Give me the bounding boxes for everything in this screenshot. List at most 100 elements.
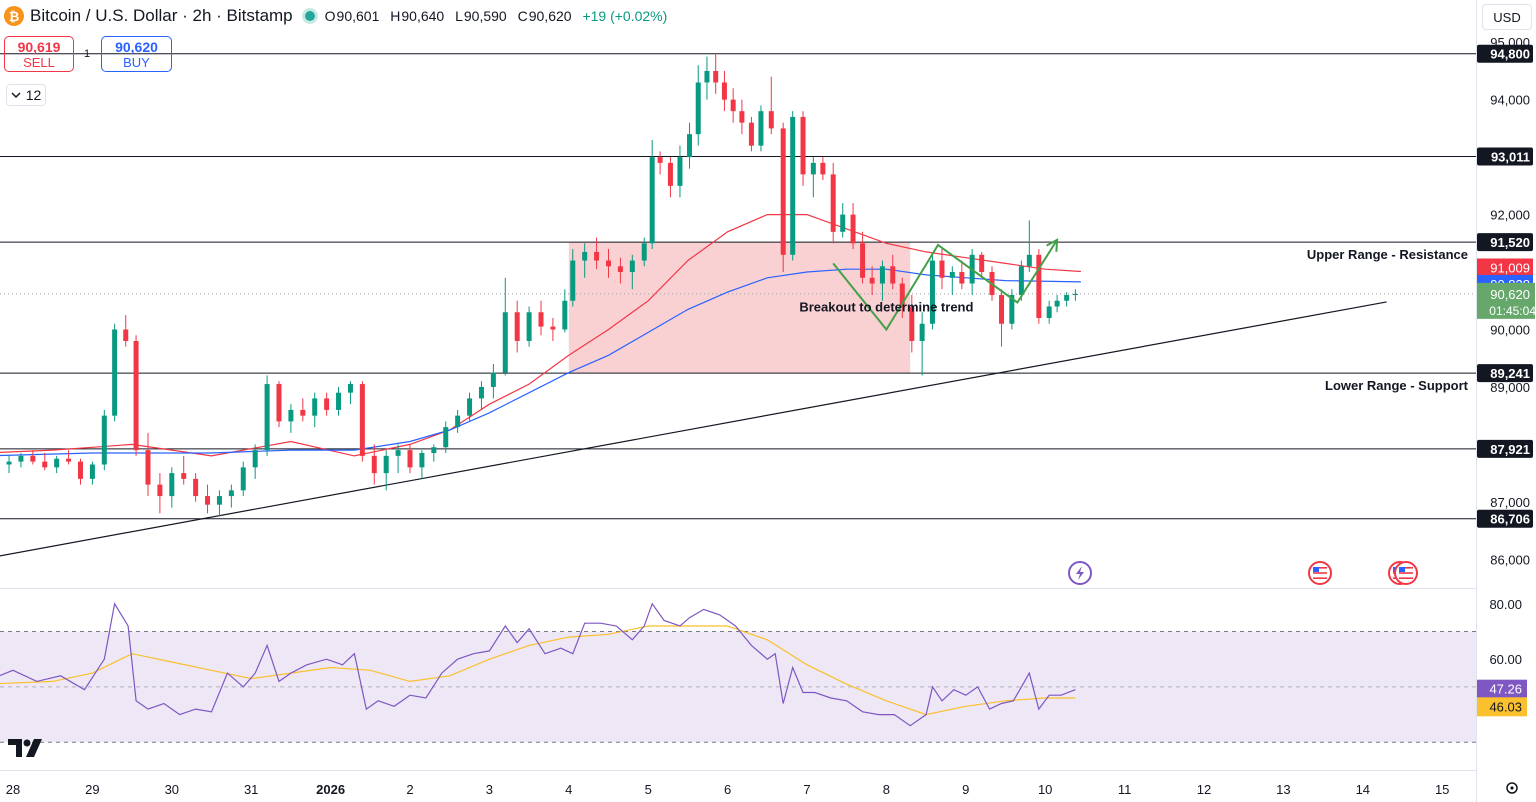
- time-tick-3: 31: [244, 782, 258, 797]
- time-tick-15: 12: [1197, 782, 1211, 797]
- chevron-down-icon: [11, 92, 21, 99]
- level-label-4: 87,921: [1490, 442, 1530, 457]
- candle-body-66: [730, 99, 736, 112]
- price-tick-3: 90,000: [1490, 322, 1530, 337]
- open-value: 90,601: [336, 8, 380, 24]
- candle-body-8: [77, 461, 83, 479]
- candle-body-94: [1009, 295, 1015, 324]
- level-label-5: 86,706: [1490, 512, 1530, 527]
- candle-body-11: [112, 329, 118, 416]
- candle-body-27: [300, 409, 306, 416]
- candle-body-41: [467, 398, 473, 416]
- candles: [6, 53, 1078, 517]
- change-value: +19 (+0.02%): [582, 8, 668, 24]
- high-value: 90,640: [401, 8, 445, 24]
- candle-body-15: [157, 484, 163, 497]
- event-flash-icon: [1068, 561, 1092, 585]
- symbol-header: ₿ Bitcoin / U.S. Dollar · 2h · Bitstamp …: [4, 4, 667, 28]
- last-price-bg: [1477, 282, 1535, 319]
- candle-body-9: [89, 464, 95, 479]
- candle-body-28: [312, 398, 318, 416]
- candle-body-74: [810, 162, 816, 175]
- time-tick-8: 5: [645, 782, 652, 797]
- spread-value: 1: [84, 48, 91, 60]
- high-key: H: [390, 8, 401, 24]
- ohlc-readout: O90,601 H90,640 L90,590 C90,620 +19 (+0.…: [325, 8, 668, 24]
- time-tick-5: 2: [406, 782, 413, 797]
- candle-body-55: [629, 260, 635, 273]
- candle-body-38: [431, 447, 437, 453]
- tradingview-logo-icon: [8, 739, 42, 757]
- projection-arrowhead: [1046, 238, 1059, 252]
- time-tick-12: 9: [962, 782, 969, 797]
- candle-body-21: [228, 490, 234, 497]
- candle-body-39: [443, 427, 449, 448]
- candle-body-71: [780, 128, 786, 255]
- candle-body-65: [721, 82, 727, 100]
- candle-body-87: [939, 260, 945, 278]
- candle-body-69: [758, 111, 764, 146]
- time-tick-17: 14: [1356, 782, 1370, 797]
- price-tag-bg-0: [1477, 258, 1533, 278]
- candle-body-24: [264, 384, 270, 451]
- candle-body-75: [820, 162, 826, 175]
- candle-body-101: [1072, 293, 1078, 296]
- sell-button[interactable]: 90,619 SELL: [4, 36, 74, 72]
- candle-body-13: [133, 340, 139, 451]
- time-tick-10: 7: [803, 782, 810, 797]
- candle-body-29: [324, 398, 330, 410]
- level-label-1: 93,011: [1491, 150, 1530, 165]
- candle-body-52: [594, 251, 600, 261]
- candle-body-82: [890, 266, 896, 284]
- currency-button[interactable]: USD: [1482, 4, 1532, 30]
- candle-body-77: [840, 214, 846, 232]
- sell-label: SELL: [23, 55, 55, 70]
- time-tick-1: 29: [85, 782, 99, 797]
- candle-body-60: [677, 157, 683, 186]
- candle-body-33: [371, 455, 377, 474]
- candle-body-6: [54, 458, 60, 468]
- candle-body-3: [18, 455, 24, 462]
- buy-button[interactable]: 90,620 BUY: [101, 36, 172, 72]
- level-label-bg-4: [1477, 439, 1533, 458]
- candle-body-2: [6, 461, 12, 465]
- candle-body-73: [800, 116, 806, 175]
- sell-price: 90,619: [17, 39, 61, 55]
- level-label-bg-2: [1477, 233, 1533, 252]
- candle-body-56: [641, 243, 647, 261]
- price-tick-1: 87,000: [1490, 495, 1530, 510]
- candle-body-16: [169, 473, 175, 497]
- last-price-countdown: 01:45:04: [1489, 304, 1536, 318]
- level-label-0: 94,800: [1490, 47, 1530, 62]
- candle-body-19: [205, 496, 211, 505]
- candle-body-49: [562, 300, 568, 330]
- time-tick-2: 30: [165, 782, 179, 797]
- candle-body-54: [617, 266, 623, 273]
- indicators-collapse-button[interactable]: 12: [6, 84, 46, 106]
- candle-body-59: [667, 162, 673, 186]
- time-tick-14: 11: [1118, 782, 1132, 797]
- candle-body-37: [419, 452, 425, 468]
- time-tick-11: 8: [883, 782, 890, 797]
- annotation-breakout: Breakout to determine trend: [799, 300, 973, 315]
- time-tick-6: 3: [486, 782, 493, 797]
- candle-body-50: [570, 260, 576, 301]
- trendline: [0, 301, 1387, 557]
- annotation-support: Lower Range - Support: [1325, 378, 1469, 393]
- candle-body-53: [606, 260, 611, 267]
- symbol-title[interactable]: Bitcoin / U.S. Dollar · 2h · Bitstamp: [30, 6, 293, 25]
- candle-body-83: [899, 283, 905, 307]
- candle-body-36: [407, 450, 413, 468]
- candle-body-81: [879, 266, 885, 284]
- candle-body-14: [145, 450, 151, 485]
- time-tick-13: 10: [1038, 782, 1052, 797]
- candle-body-64: [713, 70, 719, 83]
- price-scale-background: [1477, 0, 1536, 802]
- candle-body-34: [383, 455, 389, 474]
- candle-body-98: [1046, 306, 1052, 318]
- candle-body-30: [336, 392, 342, 410]
- candle-body-99: [1054, 300, 1060, 307]
- candle-body-84: [909, 306, 915, 341]
